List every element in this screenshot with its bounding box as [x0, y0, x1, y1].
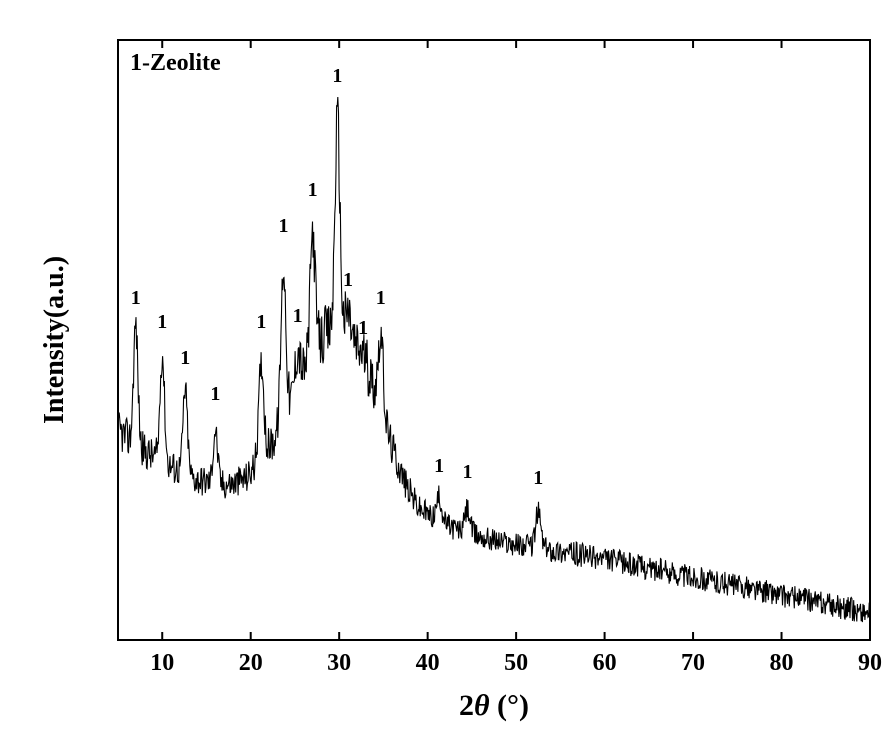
x-tick-label: 10 — [150, 650, 174, 676]
peak-label: 1 — [180, 347, 190, 369]
x-tick-label: 60 — [593, 650, 617, 676]
peak-label: 1 — [308, 179, 318, 201]
xrd-chart: 10 20 30 40 50 60 70 80 90 2θ (°) Intensity(a.u.) 1… — [0, 0, 891, 745]
peak-label: 1 — [434, 455, 444, 477]
x-tick-label: 30 — [327, 650, 351, 676]
y-axis-title: Intensity(a.u.) — [39, 256, 70, 424]
peak-label: 1 — [278, 215, 288, 237]
peak-label: 1 — [358, 317, 368, 339]
chart-svg: 10 20 30 40 50 60 70 80 90 2θ (°) Intensity(a.u.) 1… — [0, 0, 891, 745]
x-tick-label: 50 — [504, 650, 528, 676]
peak-label: 1 — [131, 287, 141, 309]
x-tick-label: 20 — [239, 650, 263, 676]
x-tick-label: 90 — [858, 650, 882, 676]
x-tick-label: 70 — [681, 650, 705, 676]
peak-label: 1 — [533, 467, 543, 489]
plot-frame — [118, 40, 870, 640]
peak-label: 1 — [293, 305, 303, 327]
peak-label: 1 — [343, 269, 353, 291]
peak-label: 1 — [332, 65, 342, 87]
xrd-trace — [118, 97, 870, 622]
peak-label: 1 — [376, 287, 386, 309]
peak-label: 1 — [462, 461, 472, 483]
x-tick-label: 80 — [770, 650, 794, 676]
peak-label: 1 — [256, 311, 266, 333]
x-axis-title: 2θ (°) — [459, 689, 529, 722]
x-tick-label: 40 — [416, 650, 440, 676]
peak-label: 1 — [210, 383, 220, 405]
legend-label: 1-Zeolite — [130, 50, 221, 76]
peak-label: 1 — [157, 311, 167, 333]
